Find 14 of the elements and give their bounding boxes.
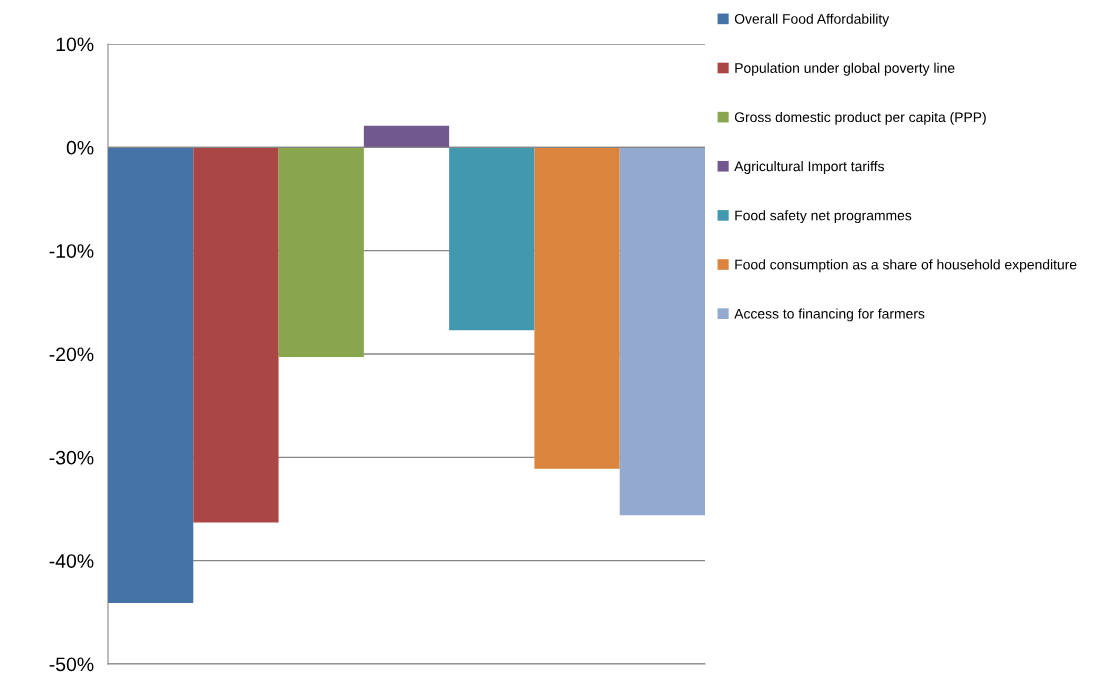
y-tick-label: -20% (49, 347, 94, 362)
y-tick-label: 0% (66, 140, 94, 155)
y-tick-label: -40% (49, 554, 94, 568)
y-tick-label: 10% (56, 37, 94, 52)
y-tick-label: -50% (49, 657, 94, 672)
legend-label: Food consumption as a share of household expenditure (735, 259, 1077, 273)
legend-label: Food safety net programmes (735, 210, 912, 224)
legend-label: Gross domestic product per capita (PPP) (734, 111, 986, 125)
y-tick-label: -10% (49, 244, 94, 258)
legend-label: Overall Food Affordability (734, 13, 890, 27)
legend-label: Population under global poverty line (735, 62, 955, 76)
legend-label: Access to financing for farmers (734, 308, 925, 322)
y-tick-label: -30% (49, 450, 94, 465)
legend-label: Agricultural Import tariffs (734, 161, 884, 174)
